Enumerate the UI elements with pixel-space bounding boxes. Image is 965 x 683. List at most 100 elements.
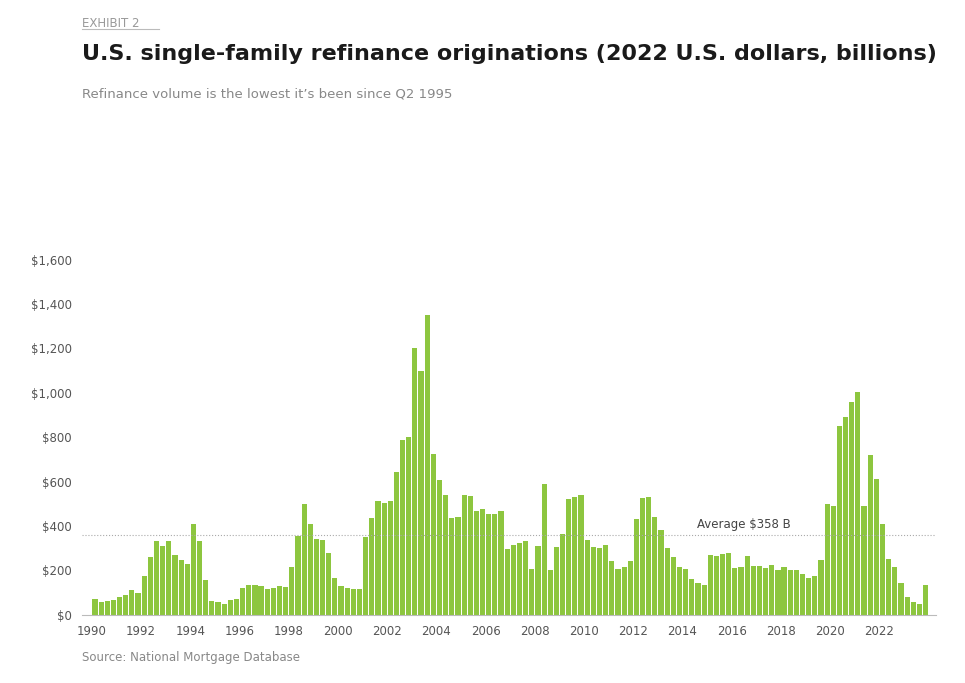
Bar <box>523 542 528 615</box>
Bar <box>517 542 522 615</box>
Bar <box>652 517 657 615</box>
Bar <box>117 597 123 615</box>
Bar <box>886 559 892 615</box>
Bar <box>806 578 812 615</box>
Bar <box>591 547 596 615</box>
Bar <box>203 581 208 615</box>
Bar <box>658 530 664 615</box>
Bar <box>893 567 897 615</box>
Bar <box>640 498 646 615</box>
Bar <box>455 517 460 615</box>
Bar <box>529 569 535 615</box>
Bar <box>124 595 128 615</box>
Bar <box>252 585 258 615</box>
Bar <box>720 554 725 615</box>
Bar <box>209 602 214 615</box>
Bar <box>295 536 300 615</box>
Bar <box>400 441 405 615</box>
Bar <box>468 496 473 615</box>
Bar <box>578 494 584 615</box>
Bar <box>702 585 706 615</box>
Bar <box>443 494 449 615</box>
Bar <box>381 503 387 615</box>
Text: Source: National Mortgage Database: Source: National Mortgage Database <box>82 651 300 664</box>
Bar <box>425 315 429 615</box>
Bar <box>246 585 251 615</box>
Bar <box>616 569 620 615</box>
Bar <box>787 570 793 615</box>
Bar <box>179 560 183 615</box>
Bar <box>726 553 731 615</box>
Bar <box>135 592 141 615</box>
Bar <box>173 555 178 615</box>
Bar <box>129 590 134 615</box>
Bar <box>917 604 922 615</box>
Bar <box>351 589 356 615</box>
Bar <box>738 567 744 615</box>
Bar <box>277 586 282 615</box>
Bar <box>627 561 633 615</box>
Bar <box>259 586 263 615</box>
Bar <box>745 556 750 615</box>
Bar <box>862 506 867 615</box>
Bar <box>904 597 910 615</box>
Bar <box>505 549 510 615</box>
Bar <box>775 570 781 615</box>
Bar <box>215 602 221 615</box>
Bar <box>388 501 393 615</box>
Bar <box>572 497 577 615</box>
Bar <box>873 479 879 615</box>
Bar <box>813 576 817 615</box>
Bar <box>911 602 916 615</box>
Bar <box>474 512 479 615</box>
Bar <box>234 599 239 615</box>
Bar <box>228 600 233 615</box>
Bar <box>375 501 380 615</box>
Bar <box>751 566 756 615</box>
Bar <box>98 602 103 615</box>
Bar <box>339 586 344 615</box>
Bar <box>763 568 768 615</box>
Bar <box>548 570 553 615</box>
Bar <box>898 583 903 615</box>
Bar <box>332 578 338 615</box>
Bar <box>585 540 590 615</box>
Bar <box>554 547 559 615</box>
Bar <box>160 546 165 615</box>
Bar <box>849 402 854 615</box>
Bar <box>290 567 294 615</box>
Bar <box>222 604 227 615</box>
Bar <box>271 588 276 615</box>
Bar <box>419 370 424 615</box>
Bar <box>757 566 762 615</box>
Bar <box>486 514 491 615</box>
Bar <box>320 540 325 615</box>
Bar <box>283 587 289 615</box>
Bar <box>782 567 786 615</box>
Bar <box>461 494 467 615</box>
Bar <box>676 567 682 615</box>
Bar <box>166 542 172 615</box>
Bar <box>665 548 670 615</box>
Bar <box>308 524 313 615</box>
Text: Average $358 B: Average $358 B <box>698 518 791 531</box>
Bar <box>191 524 196 615</box>
Bar <box>93 599 97 615</box>
Bar <box>510 545 516 615</box>
Bar <box>603 545 608 615</box>
Bar <box>837 426 842 615</box>
Bar <box>732 568 737 615</box>
Bar <box>430 454 436 615</box>
Bar <box>357 589 362 615</box>
Bar <box>566 499 571 615</box>
Bar <box>683 569 688 615</box>
Bar <box>301 504 307 615</box>
Bar <box>394 471 399 615</box>
Bar <box>843 417 848 615</box>
Bar <box>536 546 540 615</box>
Bar <box>111 600 116 615</box>
Bar <box>148 557 152 615</box>
Bar <box>824 504 830 615</box>
Bar <box>240 588 245 615</box>
Bar <box>689 579 695 615</box>
